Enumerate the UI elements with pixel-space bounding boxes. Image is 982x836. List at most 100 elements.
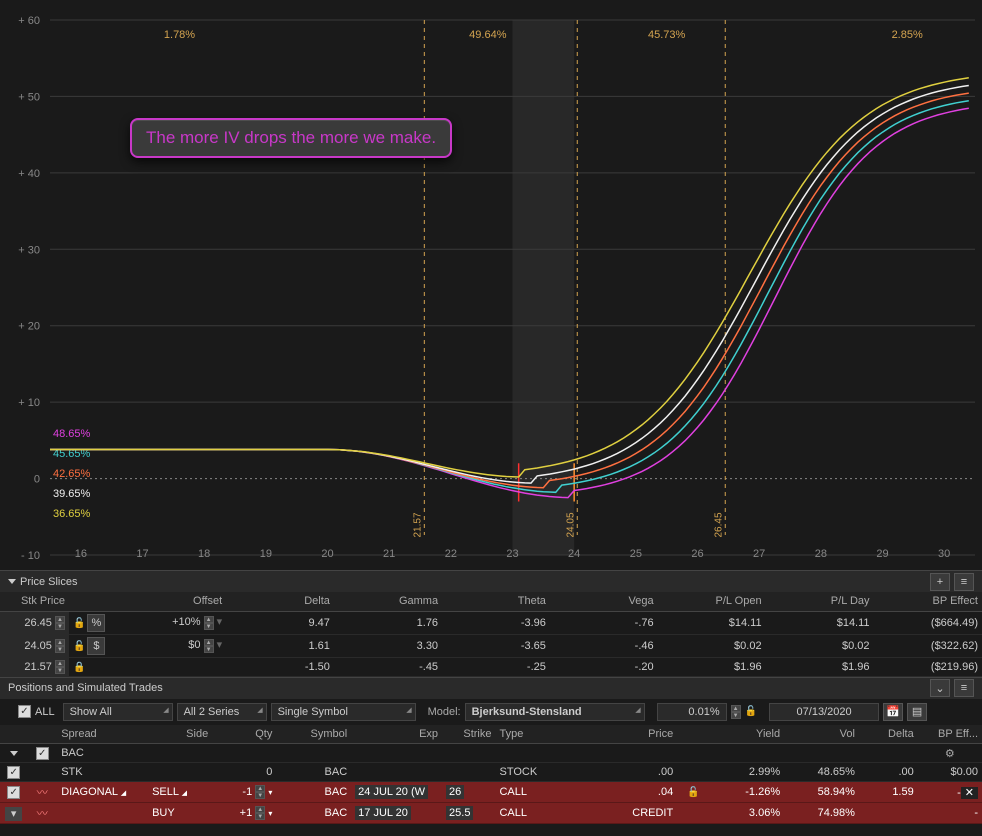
spread-cell: STK (57, 763, 148, 782)
price-cell: .04 (570, 782, 677, 803)
vega-cell: -.46 (550, 634, 658, 657)
percent-stepper[interactable]: ▲▼ (731, 705, 741, 719)
column-header (27, 725, 57, 744)
row-checkbox[interactable]: ✓ (7, 766, 20, 779)
symbol-name: BAC (57, 744, 918, 763)
stk-stepper[interactable]: ▲▼ (55, 660, 65, 674)
gamma-cell: -.45 (334, 657, 442, 676)
strike-cell: 25.5 (442, 803, 495, 824)
svg-text:48.65%: 48.65% (53, 428, 91, 440)
percent-input[interactable]: 0.01% (657, 703, 727, 721)
bp-cell: $0.00 (918, 763, 982, 782)
lock-icon[interactable]: 🔓 (73, 641, 85, 652)
risk-profile-chart: - 100+ 10+ 20+ 30+ 40+ 50+ 6016171819202… (0, 0, 982, 570)
show-dropdown[interactable]: Show All (63, 703, 173, 721)
row-checkbox[interactable]: ✓ (7, 786, 20, 799)
strike-cell (442, 763, 495, 782)
row-toggle[interactable]: ▾ (5, 807, 23, 821)
bp-cell: - (918, 803, 982, 824)
positions-header[interactable]: Positions and Simulated Trades ⌄ ≡ (0, 677, 982, 699)
svg-text:28: 28 (815, 548, 827, 560)
lock-icon[interactable]: 🔓 (745, 706, 757, 717)
delta-cell: 1.61 (226, 634, 334, 657)
position-row[interactable]: ✓ STK 0 BAC STOCK .00 2.99% 48.65% .00 $… (0, 763, 982, 782)
column-header (0, 725, 27, 744)
symbol-checkbox[interactable]: ✓ (36, 747, 49, 760)
side-cell (148, 763, 212, 782)
plday-cell: $1.96 (766, 657, 874, 676)
qty-cell: 0 (212, 763, 276, 782)
qty-stepper[interactable]: ▲▼ (255, 785, 265, 799)
price-cell: .00 (570, 763, 677, 782)
chevron-down-button[interactable]: ⌄ (930, 679, 950, 697)
lock-icon[interactable]: 🔓 (687, 787, 699, 798)
svg-text:22: 22 (445, 548, 457, 560)
vega-cell: -.20 (550, 657, 658, 676)
positions-table: SpreadSideQtySymbolExpStrikeTypePriceYie… (0, 725, 982, 825)
stk-stepper[interactable]: ▲▼ (55, 639, 65, 653)
gamma-cell: 1.76 (334, 611, 442, 634)
mode-button[interactable]: $ (87, 637, 105, 655)
svg-text:39.65%: 39.65% (53, 488, 91, 500)
date-input[interactable]: 07/13/2020 (769, 703, 879, 721)
offset-stepper[interactable]: ▲▼ (204, 616, 214, 630)
svg-text:+ 30: + 30 (18, 244, 40, 256)
chart-annotation: The more IV drops the more we make. (130, 118, 452, 158)
price-slice-row[interactable]: 24.05 ▲▼ 🔓$ $0 ▲▼ ▾ 1.61 3.30 -3.65 -.46… (0, 634, 982, 657)
strike-cell: 26 (442, 782, 495, 803)
price-slices-table: Stk PriceOffsetDeltaGammaThetaVegaP/L Op… (0, 592, 982, 677)
price-slices-header[interactable]: Price Slices + ≡ (0, 570, 982, 592)
offset-value: $0 (188, 639, 200, 651)
plday-cell: $14.11 (766, 611, 874, 634)
model-label: Model: (428, 706, 461, 718)
column-header: Delta (859, 725, 918, 744)
svg-text:21: 21 (383, 548, 395, 560)
menu-button[interactable]: ≡ (954, 573, 974, 591)
lock-icon[interactable]: 🔓 (73, 618, 85, 629)
calendar-icon[interactable]: 📅 (883, 703, 903, 721)
position-row[interactable]: ✓ 〰 DIAGONAL ◢ SELL ◢ -1 ▲▼ ▾ BAC 24 JUL… (0, 782, 982, 803)
list-icon[interactable]: ▤ (907, 703, 927, 721)
column-header: Side (148, 725, 212, 744)
svg-text:42.65%: 42.65% (53, 468, 91, 480)
plday-cell: $0.02 (766, 634, 874, 657)
close-icon[interactable]: ✕ (961, 787, 978, 799)
stk-stepper[interactable]: ▲▼ (55, 616, 65, 630)
bp-cell: -✕ (918, 782, 982, 803)
exp-cell: 17 JUL 20 (351, 803, 442, 824)
column-header: Theta (442, 592, 550, 611)
mode-button[interactable]: % (87, 614, 105, 632)
gear-icon[interactable]: ⚙ (945, 748, 955, 760)
series-dropdown[interactable]: All 2 Series (177, 703, 267, 721)
svg-text:45.73%: 45.73% (648, 29, 686, 41)
svg-text:30: 30 (938, 548, 950, 560)
model-dropdown[interactable]: Bjerksund-Stensland (465, 703, 645, 721)
vega-cell: -.76 (550, 611, 658, 634)
svg-text:27: 27 (753, 548, 765, 560)
plopen-cell: $0.02 (658, 634, 766, 657)
symbol-group-row[interactable]: ✓ BAC ⚙ (0, 744, 982, 763)
svg-text:18: 18 (198, 548, 210, 560)
svg-text:2.85%: 2.85% (892, 29, 923, 41)
price-slice-row[interactable]: 26.45 ▲▼ 🔓% +10% ▲▼ ▾ 9.47 1.76 -3.96 -.… (0, 611, 982, 634)
delta-cell: 9.47 (226, 611, 334, 634)
qty-stepper[interactable]: ▲▼ (255, 806, 265, 820)
symbol-dropdown[interactable]: Single Symbol (271, 703, 416, 721)
all-checkbox[interactable]: ✓ (18, 705, 31, 718)
svg-text:+ 60: + 60 (18, 15, 40, 27)
plopen-cell: $14.11 (658, 611, 766, 634)
svg-text:19: 19 (260, 548, 272, 560)
add-slice-button[interactable]: + (930, 573, 950, 591)
offset-stepper[interactable]: ▲▼ (204, 639, 214, 653)
symbol-cell: BAC (276, 782, 351, 803)
expand-icon (10, 751, 18, 756)
position-row[interactable]: ▾ 〰 BUY +1 ▲▼ ▾ BAC 17 JUL 20 25.5 CALL … (0, 803, 982, 824)
lock-icon[interactable]: 🔒 (73, 662, 85, 673)
menu-button[interactable]: ≡ (954, 679, 974, 697)
svg-text:26.45: 26.45 (713, 512, 724, 537)
offset-value: +10% (172, 616, 200, 628)
vol-cell: 58.94% (784, 782, 859, 803)
column-header: Exp (351, 725, 442, 744)
price-slice-row[interactable]: 21.57 ▲▼ 🔒 -1.50 -.45 -.25 -.20 $1.96 $1… (0, 657, 982, 676)
yield-cell: -1.26% (709, 782, 784, 803)
